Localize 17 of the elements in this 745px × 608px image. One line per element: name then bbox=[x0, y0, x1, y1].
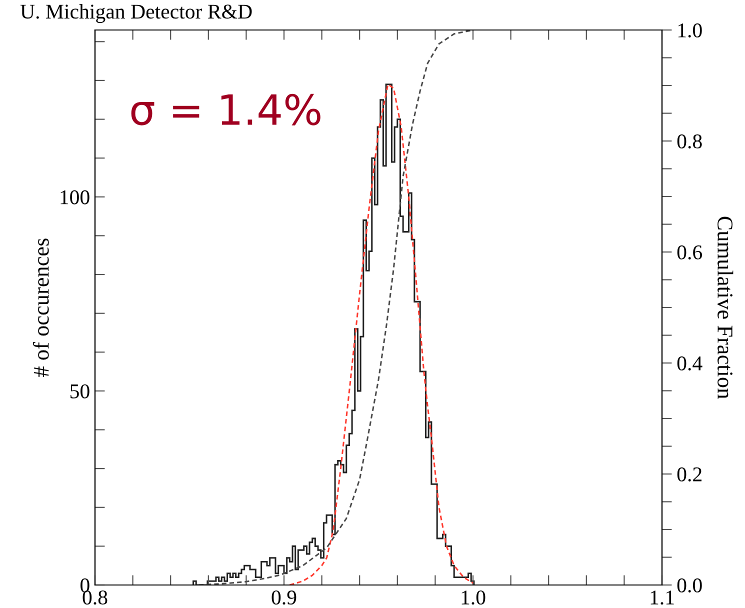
annotation: σ = 1.4% bbox=[131, 94, 320, 126]
y2-tick-label: 0.4 bbox=[677, 356, 702, 371]
y2-tick-label: 0.6 bbox=[677, 245, 702, 260]
y-tick-label: 100 bbox=[60, 190, 90, 204]
y-tick-label: 0 bbox=[80, 578, 90, 592]
y-tick-label: 50 bbox=[70, 384, 90, 398]
y2-tick-label: 0.8 bbox=[677, 134, 702, 149]
x-tick-label: 1.1 bbox=[650, 590, 674, 605]
x-tick-label: 1.0 bbox=[462, 590, 486, 605]
x-tick-label: 0.9 bbox=[272, 590, 296, 605]
x-tick-label: 0.8 bbox=[82, 590, 108, 605]
y2-axis-title: Cumulative Fraction bbox=[718, 216, 734, 399]
y-axis-title: # of occurences bbox=[32, 238, 49, 377]
chart-title: U. Michigan Detector R&D bbox=[20, 4, 252, 23]
y2-tick-label: 0.2 bbox=[677, 467, 702, 482]
y2-tick-label: 1.0 bbox=[678, 23, 702, 38]
y2-tick-label: 0.0 bbox=[677, 578, 702, 593]
